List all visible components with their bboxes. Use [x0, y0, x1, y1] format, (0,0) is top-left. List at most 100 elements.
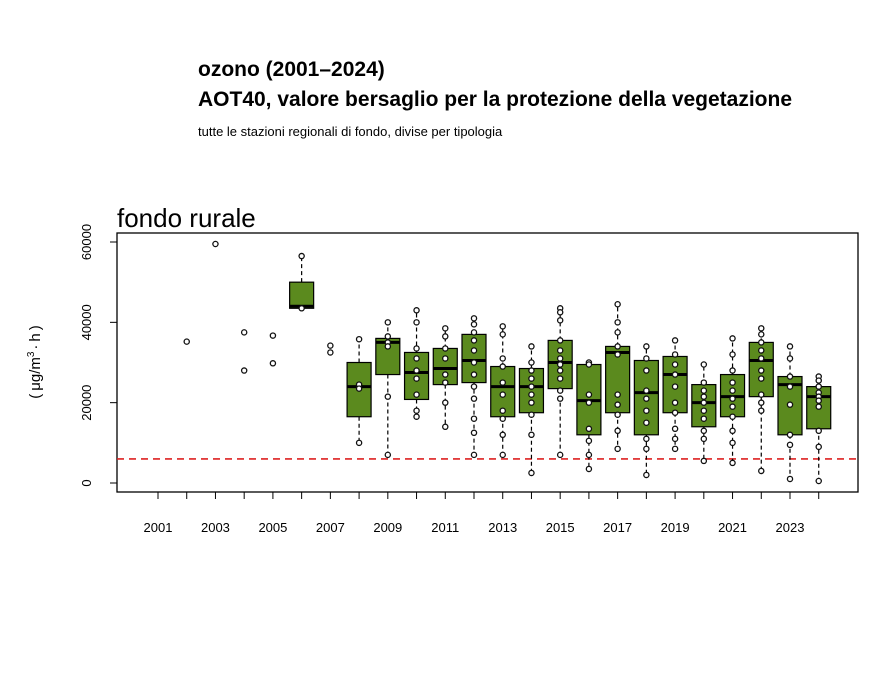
- data-point: [442, 371, 449, 378]
- data-point: [528, 411, 535, 418]
- data-point: [729, 459, 736, 467]
- data-point: [499, 323, 506, 330]
- data-point: [614, 427, 621, 435]
- data-point: [700, 415, 708, 422]
- data-point: [815, 443, 822, 451]
- data-point: [815, 383, 822, 390]
- x-tick-label: 2005: [258, 520, 287, 535]
- data-point: [643, 407, 650, 414]
- plot-frame: [116, 232, 859, 493]
- data-point: [240, 367, 248, 374]
- data-point: [700, 393, 708, 400]
- year-group-2005: [269, 332, 277, 367]
- data-point: [729, 367, 736, 374]
- data-point: [758, 331, 765, 338]
- data-point: [614, 391, 621, 398]
- year-group-2007: [327, 342, 334, 356]
- data-point: [298, 305, 305, 312]
- data-point: [671, 435, 679, 443]
- year-group-2019: [662, 337, 688, 453]
- data-point: [528, 383, 535, 390]
- data-point: [671, 337, 679, 344]
- year-group-2013: [490, 323, 516, 459]
- data-point: [556, 317, 564, 324]
- data-point: [815, 477, 822, 485]
- data-point: [614, 445, 621, 453]
- data-point: [729, 403, 736, 410]
- year-group-2014: [518, 343, 545, 477]
- y-tick-label: 0: [79, 479, 94, 486]
- data-point: [643, 471, 650, 479]
- data-point: [585, 361, 593, 368]
- data-point: [470, 347, 478, 354]
- data-point: [240, 329, 248, 336]
- chart-title-line1: ozono (2001–2024): [198, 58, 385, 81]
- data-point: [614, 351, 621, 358]
- x-tick-label: 2007: [316, 520, 345, 535]
- data-point: [413, 307, 420, 314]
- y-axis: 0 20000 40000 60000: [79, 224, 118, 487]
- data-point: [470, 337, 478, 344]
- data-point: [729, 427, 736, 435]
- y-tick-label: 60000: [79, 224, 94, 260]
- year-group-2020: [691, 361, 717, 465]
- data-point: [355, 385, 363, 392]
- data-point: [729, 335, 736, 342]
- ylabel-m: m: [27, 357, 44, 370]
- data-point: [442, 399, 449, 406]
- data-point: [556, 367, 564, 374]
- data-point: [671, 409, 679, 416]
- data-point: [643, 367, 650, 374]
- year-group-2023: [777, 343, 803, 483]
- data-point: [470, 415, 478, 422]
- data-point: [758, 355, 765, 362]
- ylabel-close: ): [27, 325, 44, 330]
- data-point: [499, 363, 506, 370]
- data-point: [700, 435, 708, 443]
- data-point: [413, 345, 420, 352]
- data-point: [528, 399, 535, 406]
- data-point: [212, 240, 219, 248]
- data-point: [413, 355, 420, 362]
- data-point: [442, 325, 449, 332]
- data-point: [585, 451, 593, 459]
- data-point: [470, 329, 478, 336]
- data-point: [499, 407, 506, 414]
- data-point: [499, 379, 506, 386]
- x-tick-label: 2017: [603, 520, 632, 535]
- x-tick-label: 2019: [661, 520, 690, 535]
- data-point: [585, 437, 593, 445]
- ylabel-h: h: [27, 333, 44, 341]
- data-point: [413, 391, 420, 398]
- data-point: [758, 347, 765, 354]
- ylabel-dot: ·: [27, 345, 44, 350]
- data-point: [499, 355, 506, 362]
- data-point: [442, 379, 449, 386]
- data-point: [470, 315, 478, 322]
- chart-subtitle: tutte le stazioni regionali di fondo, di…: [198, 124, 503, 139]
- data-point: [556, 395, 564, 402]
- data-point: [499, 451, 506, 459]
- data-point: [643, 355, 650, 362]
- data-point: [643, 387, 650, 394]
- data-point: [183, 338, 190, 345]
- data-point: [729, 351, 736, 358]
- data-point: [671, 361, 679, 368]
- data-point: [700, 379, 708, 386]
- data-point: [671, 425, 679, 433]
- data-point: [786, 355, 794, 362]
- x-tick-label: 2011: [431, 520, 459, 535]
- data-point: [499, 391, 506, 398]
- data-point: [528, 359, 535, 366]
- data-point: [556, 355, 564, 362]
- data-point: [327, 342, 334, 349]
- chart-title-line2: AOT40, valore bersaglio per la protezion…: [198, 88, 793, 111]
- data-point: [729, 439, 736, 447]
- data-point: [758, 325, 765, 332]
- data-point: [643, 435, 650, 443]
- year-group-2008: [346, 335, 372, 447]
- year-group-2022: [748, 325, 774, 475]
- year-group-2002: [183, 338, 190, 345]
- data-point: [758, 407, 765, 414]
